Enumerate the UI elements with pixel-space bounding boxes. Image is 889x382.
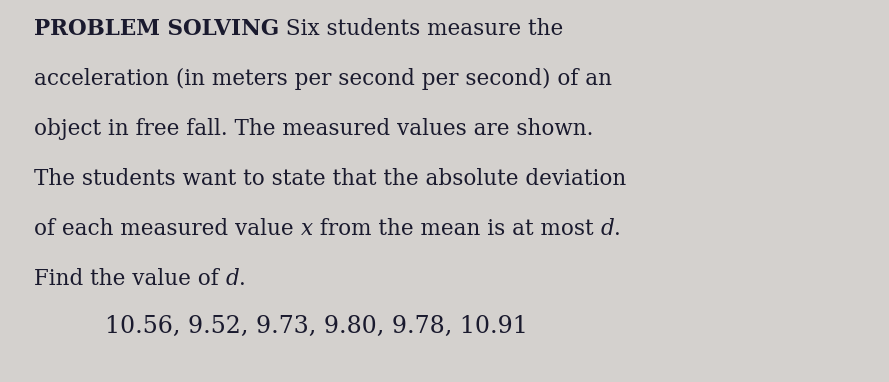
Text: acceleration (in meters per second per second) of an: acceleration (in meters per second per s… bbox=[34, 68, 612, 90]
Text: from the mean is at most: from the mean is at most bbox=[313, 218, 600, 240]
Text: Find the value of: Find the value of bbox=[34, 268, 226, 290]
Text: object in free fall. The measured values are shown.: object in free fall. The measured values… bbox=[34, 118, 593, 140]
Text: x: x bbox=[300, 218, 313, 240]
Text: d: d bbox=[600, 218, 614, 240]
Text: d: d bbox=[226, 268, 239, 290]
Text: .: . bbox=[614, 218, 621, 240]
Text: 10.56, 9.52, 9.73, 9.80, 9.78, 10.91: 10.56, 9.52, 9.73, 9.80, 9.78, 10.91 bbox=[105, 315, 528, 338]
Text: Six students measure the: Six students measure the bbox=[279, 18, 564, 40]
Text: .: . bbox=[239, 268, 246, 290]
Text: The students want to state that the absolute deviation: The students want to state that the abso… bbox=[34, 168, 626, 190]
Text: of each measured value: of each measured value bbox=[34, 218, 300, 240]
Text: PROBLEM SOLVING: PROBLEM SOLVING bbox=[34, 18, 279, 40]
